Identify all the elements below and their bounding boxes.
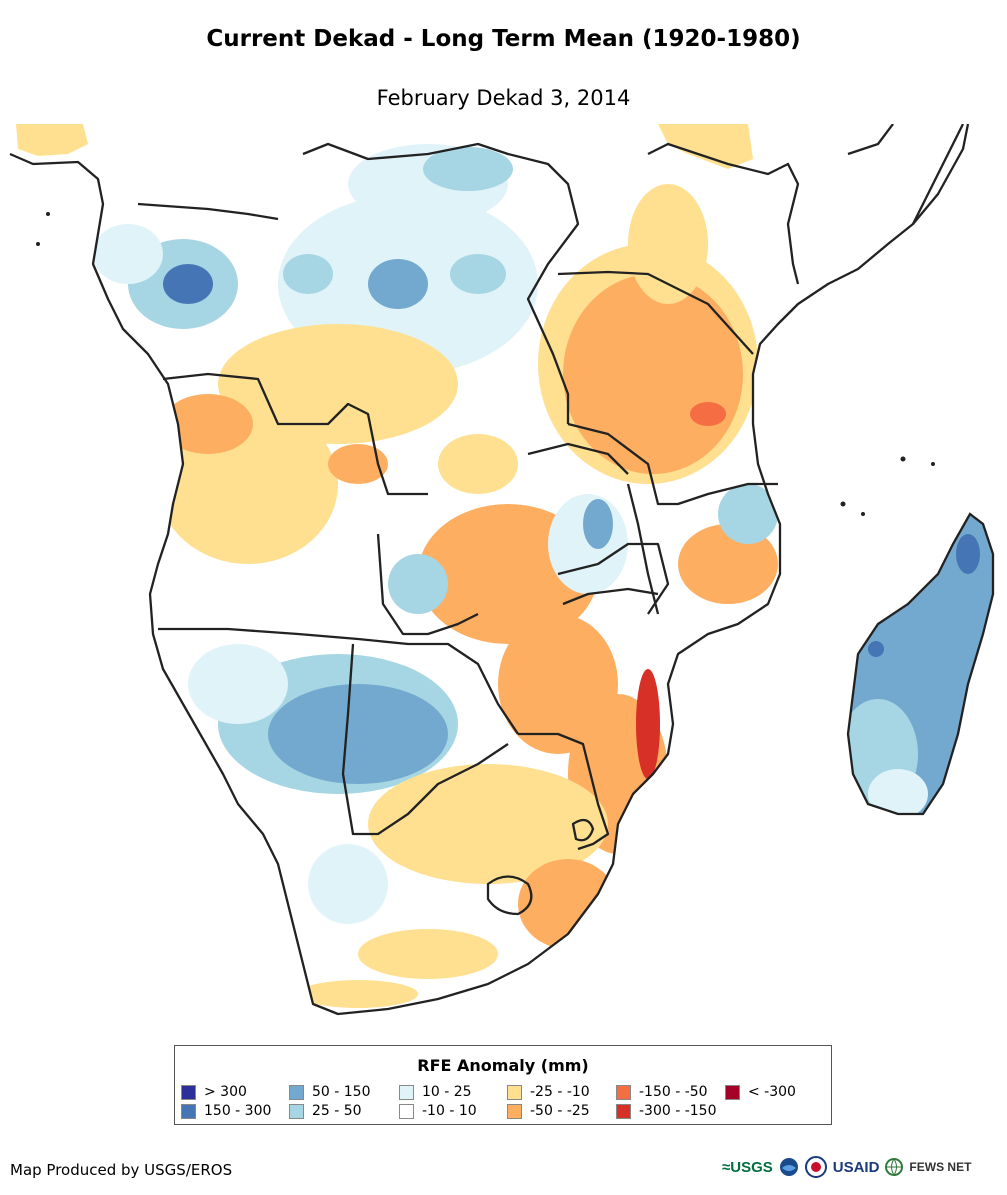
legend-swatch [289, 1103, 304, 1119]
legend: RFE Anomaly (mm) > 300 150 - 300 50 - 15… [174, 1045, 832, 1125]
legend-swatch [616, 1103, 631, 1119]
usaid-logo: USAID [832, 1158, 880, 1176]
usgs-logo: ≈USGS [722, 1158, 773, 1176]
legend-label: 25 - 50 [312, 1103, 362, 1119]
anomaly-map [9, 124, 995, 1016]
legend-swatch [616, 1084, 631, 1100]
mainland-africa [10, 124, 968, 1014]
legend-label: 10 - 25 [422, 1084, 472, 1100]
legend-swatch [181, 1084, 196, 1100]
legend-item: -10 - 10 [399, 1103, 477, 1119]
legend-swatch [725, 1084, 740, 1100]
legend-item: 25 - 50 [289, 1103, 362, 1119]
legend-item: > 300 [181, 1084, 247, 1100]
legend-item: -50 - -25 [507, 1103, 590, 1119]
madagascar [846, 512, 995, 816]
fewsnet-globe-icon [885, 1158, 904, 1176]
legend-label: -300 - -150 [639, 1103, 717, 1119]
legend-label: -10 - 10 [422, 1103, 477, 1119]
legend-label: < -300 [748, 1084, 796, 1100]
legend-item: -300 - -150 [616, 1103, 717, 1119]
legend-swatch [399, 1103, 414, 1119]
legend-label: -50 - -25 [530, 1103, 590, 1119]
legend-swatch [289, 1084, 304, 1100]
legend-item: 10 - 25 [399, 1084, 472, 1100]
northern-fragments [16, 124, 753, 169]
agency-logos: ≈USGS USAID FEWS NET [722, 1156, 971, 1178]
legend-item: -25 - -10 [507, 1084, 590, 1100]
noaa-logo-icon [779, 1158, 798, 1176]
map-subtitle: February Dekad 3, 2014 [376, 86, 631, 110]
legend-title: RFE Anomaly (mm) [417, 1056, 589, 1075]
legend-swatch [507, 1084, 522, 1100]
legend-swatch [399, 1084, 414, 1100]
islands [36, 212, 935, 516]
usgs-wave-icon: ≈ [722, 1158, 731, 1176]
legend-label: -150 - -50 [639, 1084, 708, 1100]
legend-item: -150 - -50 [616, 1084, 708, 1100]
legend-label: > 300 [204, 1084, 247, 1100]
legend-label: -25 - -10 [530, 1084, 590, 1100]
legend-label: 150 - 300 [204, 1103, 272, 1119]
map-credit: Map Produced by USGS/EROS [10, 1161, 233, 1179]
country-borders [9, 124, 970, 1016]
legend-label: 50 - 150 [312, 1084, 371, 1100]
map-title: Current Dekad - Long Term Mean (1920-198… [206, 26, 801, 52]
legend-item: 50 - 150 [289, 1084, 371, 1100]
legend-item: 150 - 300 [181, 1103, 271, 1119]
legend-swatch [507, 1103, 522, 1119]
fewsnet-logo: FEWS NET [909, 1160, 972, 1174]
legend-item: < -300 [725, 1084, 796, 1100]
legend-swatch [181, 1103, 196, 1119]
usaid-seal-icon [804, 1156, 827, 1178]
